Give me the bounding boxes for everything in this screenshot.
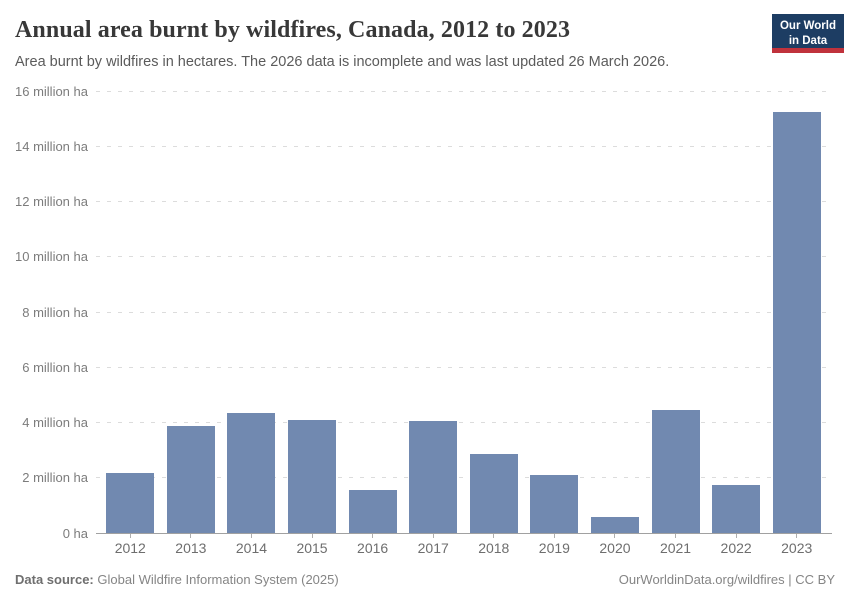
x-axis-tick: [614, 534, 616, 538]
bar-2019[interactable]: [530, 474, 579, 533]
x-axis-tick: [553, 534, 555, 538]
bar-2020[interactable]: [590, 516, 639, 533]
bar-2023[interactable]: [772, 111, 821, 533]
x-axis-label-2023: 2023: [781, 540, 813, 556]
chart-footer: Data source: Global Wildfire Information…: [15, 572, 835, 587]
bar-2014[interactable]: [227, 412, 276, 533]
data-source: Data source: Global Wildfire Information…: [15, 572, 339, 587]
gridline-4: [96, 422, 832, 423]
x-axis-tick: [129, 534, 131, 538]
x-axis-tick: [250, 534, 252, 538]
x-axis-label-2019: 2019: [538, 540, 570, 556]
owid-logo-accent-bar: [772, 48, 844, 53]
gridline-6: [96, 366, 832, 368]
x-axis-tick: [432, 534, 434, 538]
x-axis-label-2013: 2013: [175, 540, 207, 556]
bar-2018[interactable]: [469, 453, 518, 533]
owid-logo[interactable]: Our World in Data: [772, 14, 844, 53]
x-axis-tick: [372, 534, 374, 538]
chart-title: Annual area burnt by wildfires, Canada, …: [15, 17, 571, 43]
y-axis-tick-label: 16 million ha: [15, 83, 88, 99]
x-axis-label-2022: 2022: [720, 540, 752, 556]
bar-2015[interactable]: [288, 420, 337, 533]
attribution-link[interactable]: OurWorldinData.org/wildfires | CC BY: [618, 572, 835, 587]
owid-logo-line1: Our World: [779, 20, 836, 33]
x-axis-tick: [493, 534, 495, 538]
bar-2017[interactable]: [409, 421, 458, 533]
x-axis-label-2014: 2014: [235, 540, 268, 556]
x-axis-tick: [311, 534, 313, 538]
gridline-12: [96, 201, 832, 202]
x-axis-label-2015: 2015: [296, 540, 328, 556]
y-axis-tick-label: 12 million ha: [15, 194, 88, 209]
x-axis-tick: [796, 534, 798, 538]
bar-2021[interactable]: [651, 410, 700, 533]
x-axis-label-2021: 2021: [659, 540, 692, 556]
data-source-label: Data source:: [15, 572, 94, 587]
x-axis-tick: [675, 534, 677, 538]
bar-2012[interactable]: [106, 473, 155, 533]
owid-logo-line2: in Data: [788, 34, 828, 47]
chart-subtitle: Area burnt by wildfires in hectares. The…: [15, 54, 670, 70]
x-axis-label-2016: 2016: [357, 540, 389, 556]
bar-2016[interactable]: [348, 489, 397, 533]
gridline-8: [96, 311, 832, 313]
bar-2013[interactable]: [166, 426, 215, 533]
y-axis-tick-label: 14 million ha: [15, 138, 88, 154]
bar-2022[interactable]: [712, 484, 761, 533]
gridline-16: [96, 90, 832, 92]
x-axis-label-2017: 2017: [417, 540, 449, 556]
x-axis-label-2012: 2012: [114, 540, 146, 556]
y-axis-tick-label: 8 million ha: [22, 304, 88, 320]
y-axis-tick-label: 4 million ha: [22, 415, 88, 430]
x-axis-line: [96, 532, 832, 534]
y-axis-tick-label: 10 million ha: [15, 249, 88, 265]
y-axis-tick-label: 0 ha: [62, 525, 88, 541]
gridline-10: [96, 256, 832, 258]
x-axis-tick: [735, 534, 737, 538]
x-axis-label-2018: 2018: [478, 540, 510, 556]
gridline-2: [96, 477, 832, 479]
x-axis-label-2020: 2020: [599, 540, 631, 556]
gridline-14: [96, 145, 832, 147]
y-axis-tick-label: 2 million ha: [22, 470, 88, 486]
y-axis-tick-label: 6 million ha: [22, 359, 88, 375]
data-source-value: Global Wildfire Information System (2025…: [97, 572, 339, 587]
x-axis-tick: [190, 534, 192, 538]
